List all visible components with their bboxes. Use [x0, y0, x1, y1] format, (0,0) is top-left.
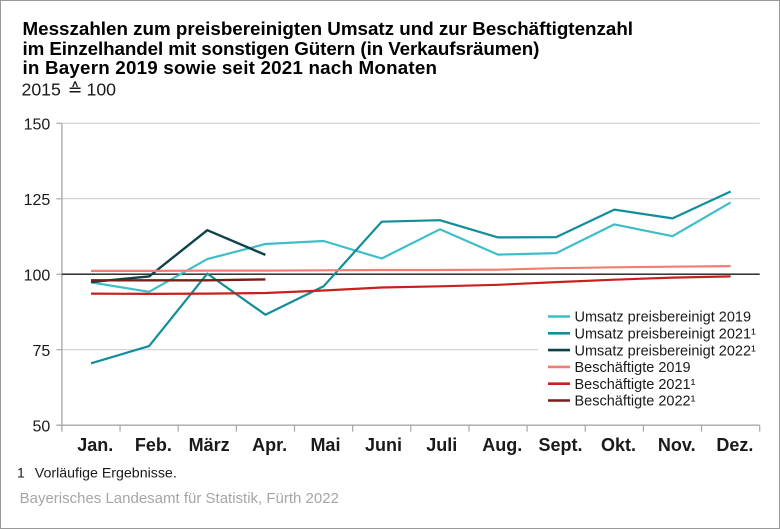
- svg-text:100: 100: [24, 268, 51, 285]
- svg-text:Mai: Mai: [310, 435, 340, 455]
- svg-text:≙: ≙: [68, 80, 83, 100]
- svg-text:März: März: [189, 435, 230, 455]
- svg-text:Bayerisches Landesamt für Stat: Bayerisches Landesamt für Statistik, Für…: [20, 490, 339, 507]
- svg-text:150: 150: [24, 117, 51, 134]
- svg-text:100: 100: [87, 80, 117, 100]
- svg-text:Okt.: Okt.: [601, 435, 636, 455]
- svg-text:Juli: Juli: [426, 435, 457, 455]
- svg-text:Vorläufige Ergebnisse.: Vorläufige Ergebnisse.: [35, 466, 177, 482]
- svg-text:im Einzelhandel mit sonstigen: im Einzelhandel mit sonstigen Gütern (in…: [23, 38, 540, 59]
- svg-text:Nov.: Nov.: [658, 435, 696, 455]
- svg-text:Beschäftigte 2022¹: Beschäftigte 2022¹: [575, 394, 696, 410]
- svg-text:125: 125: [24, 192, 51, 209]
- svg-text:Beschäftigte 2021¹: Beschäftigte 2021¹: [575, 377, 696, 393]
- svg-text:Aug.: Aug.: [482, 435, 522, 455]
- svg-text:Messzahlen zum preisbereinigte: Messzahlen zum preisbereinigten Umsatz u…: [23, 18, 634, 39]
- svg-text:Juni: Juni: [365, 435, 402, 455]
- svg-text:Dez.: Dez.: [716, 435, 753, 455]
- svg-text:Apr.: Apr.: [252, 435, 287, 455]
- svg-text:Umsatz preisbereinigt 2019: Umsatz preisbereinigt 2019: [575, 310, 752, 326]
- svg-text:Jan.: Jan.: [77, 435, 113, 455]
- svg-text:Feb.: Feb.: [135, 435, 172, 455]
- svg-text:2015: 2015: [22, 80, 62, 100]
- svg-text:Sept.: Sept.: [538, 435, 582, 455]
- svg-text:50: 50: [33, 419, 51, 436]
- svg-text:Beschäftigte 2019: Beschäftigte 2019: [575, 360, 691, 376]
- svg-text:Umsatz preisbereinigt 2021¹: Umsatz preisbereinigt 2021¹: [575, 327, 757, 343]
- svg-text:1: 1: [17, 465, 25, 481]
- svg-text:Umsatz preisbereinigt 2022¹: Umsatz preisbereinigt 2022¹: [575, 343, 757, 359]
- svg-text:in Bayern 2019 sowie seit 2021: in Bayern 2019 sowie seit 2021 nach Mona…: [23, 57, 438, 78]
- svg-text:75: 75: [33, 343, 51, 360]
